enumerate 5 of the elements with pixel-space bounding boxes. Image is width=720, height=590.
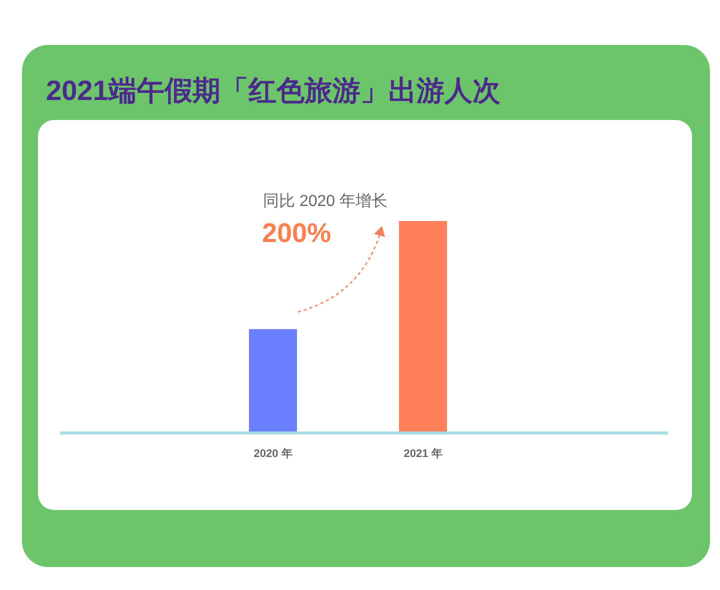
annotation: 200% (262, 218, 332, 248)
x-tick-label: 2021 年 (404, 447, 442, 460)
x-tick-label: 2020 年 (254, 447, 292, 460)
chart-title: 2021端午假期「红色旅游」出游人次 (46, 75, 502, 106)
text: 同比 2020 年增长 (263, 192, 388, 210)
